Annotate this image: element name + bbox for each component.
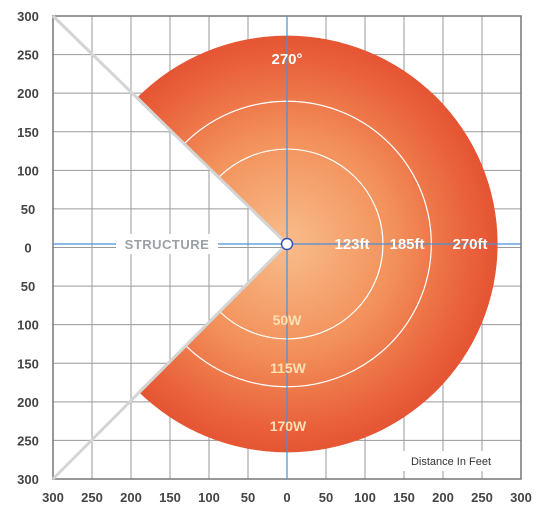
x-tick-label: 300: [510, 490, 532, 505]
boundary-line-upper: [51, 14, 289, 246]
ring-distance-label-3: 270ft: [452, 236, 487, 253]
x-tick-label: 300: [42, 490, 64, 505]
x-tick-label: 200: [432, 490, 454, 505]
y-tick-label: 50: [21, 279, 35, 294]
x-tick-label: 150: [393, 490, 415, 505]
structure-label: STRUCTURE: [125, 237, 210, 252]
x-tick-label: 250: [471, 490, 493, 505]
y-tick-label: 100: [17, 163, 39, 178]
y-tick-label: 0: [24, 241, 31, 256]
caption-bg: [401, 451, 503, 471]
x-tick-label: 200: [120, 490, 142, 505]
ring-watt-label-2: 115W: [270, 360, 307, 376]
x-tick-label: 250: [81, 490, 103, 505]
y-tick-label: 150: [17, 125, 39, 140]
y-tick-label: 250: [17, 433, 39, 448]
coverage-angle-label: 270°: [271, 51, 302, 68]
x-tick-label: 150: [159, 490, 181, 505]
y-tick-label: 250: [17, 48, 39, 63]
y-tick-label: 150: [17, 356, 39, 371]
y-tick-label: 200: [17, 395, 39, 410]
y-tick-label: 300: [17, 9, 39, 24]
ring-watt-label-1: 50W: [273, 312, 303, 328]
center-marker: [280, 237, 294, 251]
ring-watt-label-3: 170W: [270, 418, 307, 434]
boundary-line-lower: [51, 242, 289, 481]
x-tick-label: 50: [241, 490, 255, 505]
x-axis-ticks: 300 250 200 150 100 50 0 50 100 150 200 250 300: [42, 490, 532, 505]
x-tick-label: 100: [354, 490, 376, 505]
y-axis-ticks: 300 250 200 150 100 50 0 50 100 150 200 250 300: [17, 9, 39, 487]
distance-caption: Distance In Feet: [411, 456, 491, 468]
y-tick-label: 100: [17, 318, 39, 333]
y-tick-label: 300: [17, 472, 39, 487]
y-tick-label: 50: [21, 202, 35, 217]
structure-label-bg: [116, 234, 218, 254]
ring-distance-label-2: 185ft: [389, 236, 424, 253]
x-tick-label: 0: [283, 490, 290, 505]
y-tick-label: 200: [17, 86, 39, 101]
x-tick-label: 100: [198, 490, 220, 505]
x-tick-label: 50: [319, 490, 333, 505]
ring-distance-label-1: 123ft: [334, 236, 369, 253]
